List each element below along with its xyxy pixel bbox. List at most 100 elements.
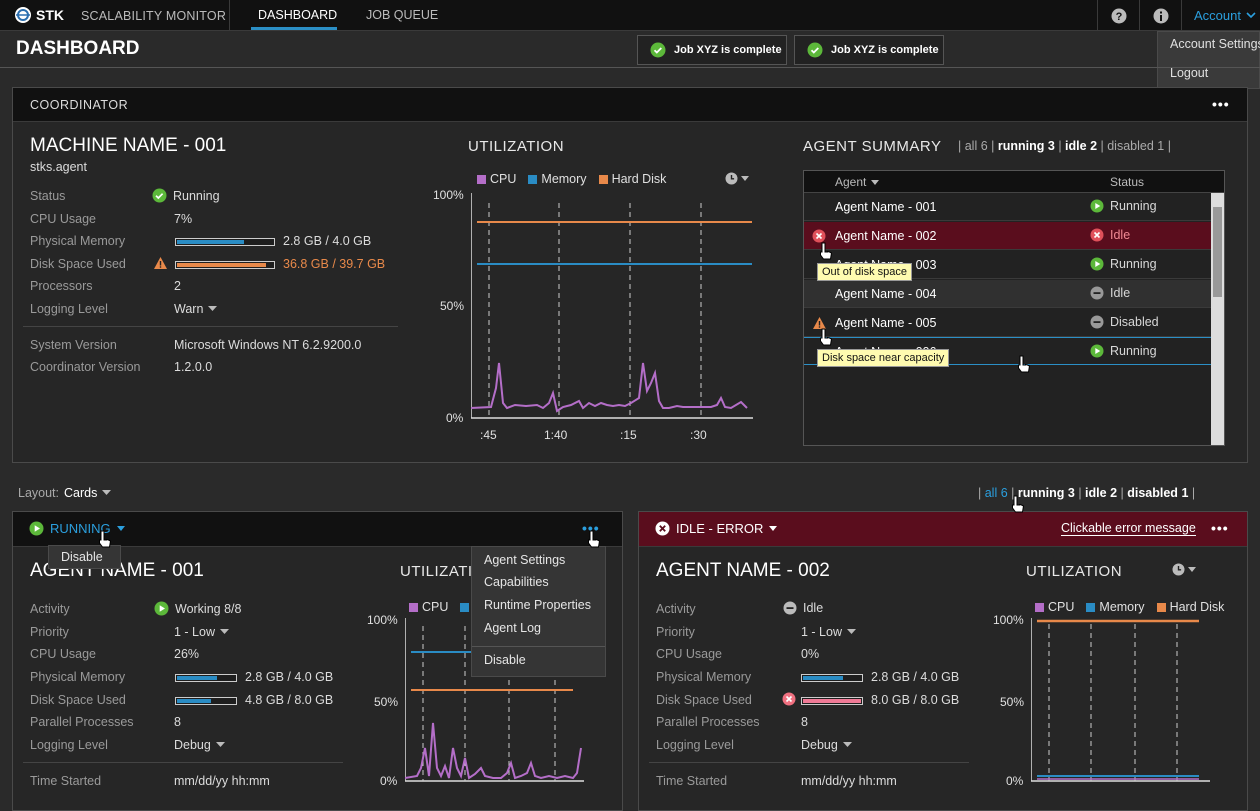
- top-bar: STK SCALABILITY MONITOR DASHBOARD JOB QU…: [0, 0, 1260, 31]
- priority-select[interactable]: 1 - Low: [174, 625, 229, 639]
- play-circle-icon: [1090, 199, 1104, 213]
- check-circle-icon: [152, 188, 167, 203]
- capabilities-item[interactable]: Capabilities: [484, 575, 549, 589]
- warning-icon: [813, 317, 826, 329]
- more-options-icon[interactable]: •••: [1212, 96, 1230, 112]
- table-scrollbar[interactable]: [1211, 193, 1224, 445]
- check-circle-icon: [650, 42, 666, 58]
- table-row[interactable]: Agent Name - 002 Idle: [804, 222, 1211, 250]
- hand-cursor-icon: [99, 530, 111, 548]
- caret-down-icon: [1188, 567, 1196, 572]
- error-icon: [655, 521, 670, 536]
- status-toggle[interactable]: IDLE - ERROR: [655, 521, 778, 536]
- priority-label: Priority: [30, 625, 69, 639]
- filter-idle[interactable]: idle 2: [1065, 139, 1098, 153]
- disk-bar: [175, 697, 237, 705]
- disk-space-label: Disk Space Used: [30, 257, 126, 271]
- divider: [23, 326, 398, 327]
- utilization-title: UTILIZATION: [1026, 563, 1123, 580]
- svg-text:?: ?: [1115, 11, 1122, 23]
- disk-bar: [175, 261, 275, 269]
- processors-label: Processors: [30, 279, 93, 293]
- play-circle-icon: [154, 601, 169, 616]
- help-button[interactable]: ?: [1097, 0, 1139, 31]
- physical-memory-value: 2.8 GB / 4.0 GB: [871, 670, 960, 684]
- status-value: Running: [152, 188, 220, 203]
- parallel-processes-label: Parallel Processes: [656, 715, 760, 729]
- cpu-usage-label: CPU Usage: [30, 212, 96, 226]
- disable-item[interactable]: Disable: [484, 653, 526, 667]
- disable-menu-item[interactable]: Disable: [61, 550, 103, 564]
- play-circle-icon: [1090, 344, 1104, 358]
- tab-dashboard[interactable]: DASHBOARD: [258, 8, 338, 22]
- agent-settings-item[interactable]: Agent Settings: [484, 553, 566, 567]
- y-tick: 0%: [446, 411, 464, 425]
- x-tick: :45: [480, 428, 497, 442]
- more-options-icon[interactable]: •••: [582, 520, 600, 536]
- table-row[interactable]: Agent Name - 005 Disabled: [804, 309, 1211, 337]
- help-icon: ?: [1111, 8, 1126, 23]
- header-divider: [0, 67, 1260, 68]
- logo[interactable]: STK: [14, 6, 64, 24]
- logging-level-select[interactable]: Debug: [801, 738, 852, 752]
- page-title: DASHBOARD: [16, 38, 140, 59]
- layout-select[interactable]: Layout: Cards: [18, 486, 112, 500]
- card-filters: | all 6 | running 3 | idle 2 | disabled …: [978, 486, 1196, 500]
- tab-job-queue[interactable]: JOB QUEUE: [366, 8, 439, 22]
- activity-value: Idle: [783, 601, 823, 615]
- filter-disabled[interactable]: disabled 1: [1127, 486, 1189, 500]
- time-started-value: mm/dd/yy hh:mm: [174, 774, 270, 788]
- legend-hard-disk: Hard Disk: [598, 172, 666, 186]
- logging-level-select[interactable]: Warn: [174, 302, 218, 316]
- account-label: Account: [1194, 8, 1241, 23]
- logging-level-select[interactable]: Debug: [174, 738, 225, 752]
- machine-name: MACHINE NAME - 001: [30, 135, 227, 156]
- agent-column-header[interactable]: Agent: [835, 175, 880, 189]
- logging-level-label: Logging Level: [30, 738, 108, 752]
- more-options-icon[interactable]: •••: [1211, 520, 1229, 536]
- activity-value: Working 8/8: [154, 601, 241, 616]
- menu-divider: [472, 646, 605, 647]
- error-message-link[interactable]: Clickable error message: [1061, 521, 1196, 536]
- status-toggle[interactable]: RUNNING: [29, 521, 125, 536]
- system-version-value: Microsoft Windows NT 6.2.9200.0: [174, 338, 362, 352]
- row-status: Idle: [1090, 286, 1130, 300]
- filter-all[interactable]: all 6: [984, 486, 1008, 500]
- table-row[interactable]: Agent Name - 004 Idle: [804, 280, 1211, 308]
- layout-label: Layout:: [18, 486, 60, 500]
- caret-down-icon: [741, 176, 749, 181]
- toast-notification[interactable]: Job XYZ is complete: [794, 35, 944, 65]
- caret-down-icon: [116, 526, 125, 531]
- account-menu-toggle[interactable]: Account: [1194, 8, 1256, 23]
- filter-idle[interactable]: idle 2: [1085, 486, 1118, 500]
- physical-memory-label: Physical Memory: [30, 234, 126, 248]
- time-started-label: Time Started: [30, 774, 102, 788]
- scrollbar-thumb[interactable]: [1213, 207, 1222, 297]
- y-tick: 100%: [993, 613, 1024, 627]
- account-settings-item[interactable]: Account Settings: [1170, 37, 1260, 51]
- coordinator-title: COORDINATOR: [30, 98, 129, 112]
- status-dropdown: Disable: [48, 545, 121, 569]
- agent-log-item[interactable]: Agent Log: [484, 621, 541, 635]
- clock-icon: [1172, 563, 1185, 576]
- time-range-select[interactable]: [1172, 563, 1196, 576]
- info-button[interactable]: [1139, 0, 1181, 31]
- status-column-header[interactable]: Status: [1110, 175, 1145, 189]
- divider: [649, 762, 969, 763]
- priority-select[interactable]: 1 - Low: [801, 625, 856, 639]
- filter-disabled[interactable]: disabled 1: [1107, 139, 1165, 153]
- time-range-select[interactable]: [725, 172, 749, 185]
- memory-bar: [801, 674, 863, 682]
- filter-running[interactable]: running 3: [997, 139, 1055, 153]
- table-row[interactable]: Agent Name - 001 Running: [804, 193, 1211, 221]
- filter-running[interactable]: running 3: [1017, 486, 1075, 500]
- filter-all[interactable]: all 6: [964, 139, 988, 153]
- processors-value: 2: [174, 279, 181, 293]
- toast-notification[interactable]: Job XYZ is complete: [637, 35, 787, 65]
- disk-bar: [801, 697, 863, 705]
- error-icon: [782, 692, 796, 706]
- runtime-properties-item[interactable]: Runtime Properties: [484, 598, 591, 612]
- logout-item[interactable]: Logout: [1170, 66, 1209, 80]
- account-dropdown: Account Settings Logout: [1157, 31, 1260, 89]
- disk-space-value: 36.8 GB / 39.7 GB: [283, 257, 386, 271]
